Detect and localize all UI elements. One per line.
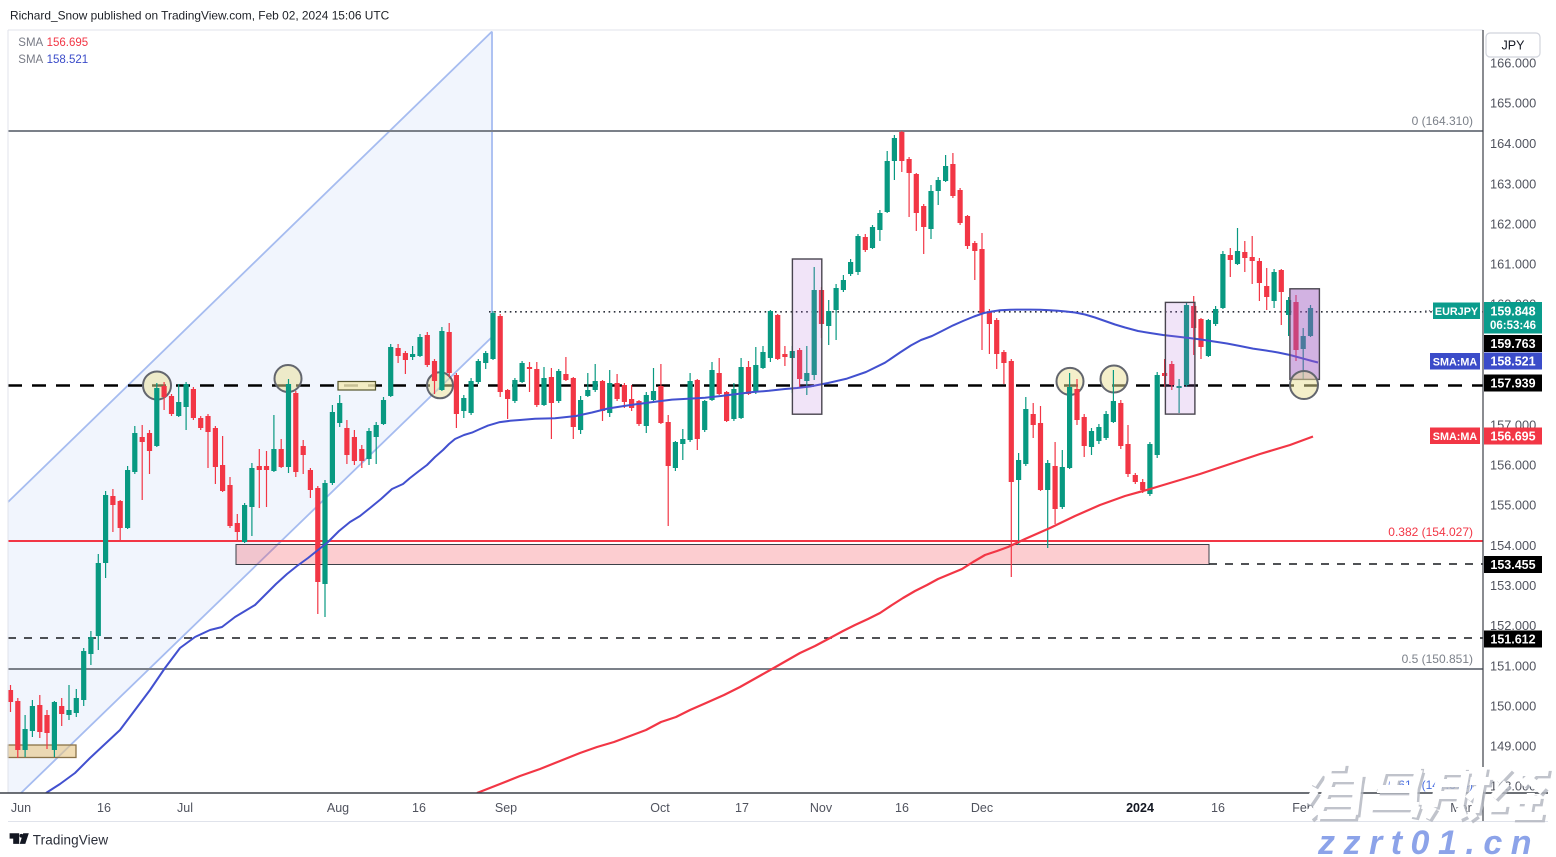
svg-text:165.000: 165.000 [1490,96,1536,111]
svg-text:151.612: 151.612 [1490,632,1535,646]
svg-text:159.763: 159.763 [1490,337,1535,351]
svg-text:164.000: 164.000 [1490,136,1536,151]
svg-text:158.521: 158.521 [1490,354,1535,368]
svg-text:0.382 (154.027): 0.382 (154.027) [1388,525,1473,539]
svg-text:158.521: 158.521 [47,54,89,66]
svg-text:SMA:MA: SMA:MA [1433,357,1478,369]
svg-text:Jul: Jul [177,801,193,815]
svg-text:16: 16 [97,801,111,815]
svg-text:16: 16 [1211,801,1225,815]
svg-text:17: 17 [735,801,749,815]
svg-text:154.000: 154.000 [1490,538,1536,553]
svg-text:155.000: 155.000 [1490,498,1536,513]
svg-text:16: 16 [895,801,909,815]
svg-text:156.000: 156.000 [1490,458,1536,473]
svg-text:Richard_Snow published on Trad: Richard_Snow published on TradingView.co… [10,9,390,23]
svg-text:0.5 (150.851): 0.5 (150.851) [1402,652,1473,666]
svg-text:JPY: JPY [1502,39,1526,53]
svg-text:SMA: SMA [18,54,43,66]
svg-text:162.000: 162.000 [1490,217,1536,232]
svg-text:163.000: 163.000 [1490,177,1536,192]
svg-text:SMA: SMA [18,37,43,49]
svg-text:16: 16 [412,801,426,815]
svg-text:152.000: 152.000 [1490,618,1536,633]
svg-text:159.848: 159.848 [1490,305,1535,319]
svg-text:166.000: 166.000 [1490,56,1536,71]
svg-text:Jun: Jun [11,801,31,815]
svg-text:Nov: Nov [810,801,833,815]
svg-text:151.000: 151.000 [1490,659,1536,674]
svg-text:156.695: 156.695 [1490,429,1535,443]
svg-text:156.695: 156.695 [47,37,89,49]
svg-text:06:53:46: 06:53:46 [1490,320,1536,332]
svg-text:153.000: 153.000 [1490,578,1536,593]
svg-text:Aug: Aug [327,801,349,815]
svg-text:0 (164.310): 0 (164.310) [1412,114,1473,128]
svg-text:161.000: 161.000 [1490,257,1536,272]
svg-text:2024: 2024 [1126,801,1154,815]
svg-text:zzrt01.cn: zzrt01.cn [1317,824,1540,857]
svg-text:Oct: Oct [650,801,670,815]
svg-text:TradingView: TradingView [33,832,109,847]
svg-text:153.455: 153.455 [1490,558,1535,572]
svg-text:SMA:MA: SMA:MA [1433,431,1478,443]
svg-text:149.000: 149.000 [1490,739,1536,754]
svg-text:⋯: ⋯ [1424,305,1435,317]
svg-text:Dec: Dec [971,801,993,815]
svg-text:157.939: 157.939 [1490,376,1535,390]
svg-text:Sep: Sep [495,801,517,815]
svg-text:150.000: 150.000 [1490,699,1536,714]
svg-text:EURJPY: EURJPY [1435,306,1479,318]
